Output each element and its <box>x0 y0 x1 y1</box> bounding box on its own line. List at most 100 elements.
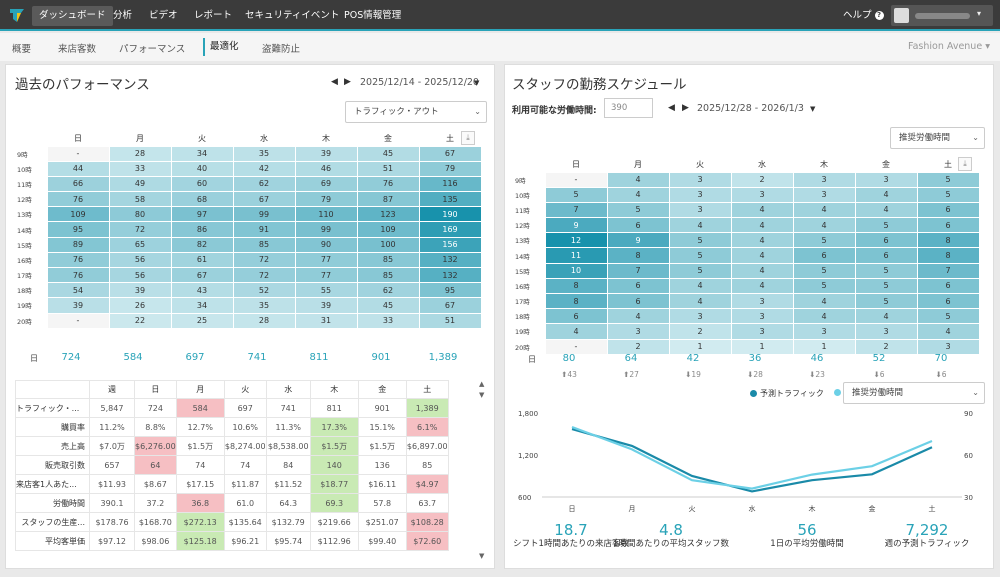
heatmap-cell[interactable]: 5 <box>544 186 608 203</box>
heatmap-cell[interactable]: 85 <box>232 236 296 253</box>
heatmap-cell[interactable]: 61 <box>170 251 234 269</box>
heatmap-cell[interactable]: 49 <box>108 175 172 193</box>
heatmap-cell[interactable]: 5 <box>854 277 918 295</box>
heatmap-cell[interactable]: 89 <box>46 236 110 253</box>
heatmap-cell[interactable]: 6 <box>854 232 918 249</box>
date-dropdown-icon[interactable]: ▼ <box>474 79 480 87</box>
user-menu[interactable]: ▾ <box>891 5 993 26</box>
heatmap-cell[interactable]: 3 <box>730 186 794 203</box>
heatmap-cell[interactable]: 34 <box>170 145 234 162</box>
heatmap-cell[interactable]: 109 <box>356 221 420 238</box>
heatmap-cell[interactable]: 3 <box>854 171 918 188</box>
heatmap-cell[interactable]: 3 <box>668 308 732 325</box>
heatmap-cell[interactable]: 6 <box>606 292 670 310</box>
heatmap-cell[interactable]: 9 <box>606 232 670 249</box>
heatmap-cell[interactable]: - <box>544 171 608 188</box>
heatmap-cell[interactable]: 60 <box>170 175 234 193</box>
heatmap-cell[interactable]: 4 <box>668 292 732 310</box>
heatmap-cell[interactable]: 6 <box>606 277 670 295</box>
date-dropdown-icon[interactable]: ▼ <box>810 105 816 113</box>
heatmap-cell[interactable]: 95 <box>46 221 110 238</box>
heatmap-cell[interactable]: 46 <box>294 160 358 177</box>
heatmap-cell[interactable]: 5 <box>792 262 856 279</box>
heatmap-cell[interactable]: 87 <box>356 191 420 208</box>
heatmap-cell[interactable]: 100 <box>356 236 420 253</box>
heatmap-cell[interactable]: 28 <box>108 145 172 162</box>
heatmap-cell[interactable]: 5 <box>854 262 918 279</box>
chart-metric-select[interactable]: 推奨労働時間 ⌄ <box>843 382 985 404</box>
heatmap-cell[interactable]: 5 <box>916 171 980 188</box>
heatmap-cell[interactable]: - <box>544 338 608 355</box>
tab-performance[interactable]: パフォーマンス <box>119 44 186 55</box>
tab-optimization[interactable]: 最適化 <box>203 38 239 56</box>
scroll-up-icon[interactable]: ▲ <box>479 380 485 388</box>
heatmap-cell[interactable]: 3 <box>668 201 732 219</box>
heatmap-cell[interactable]: 4 <box>606 171 670 188</box>
heatmap-cell[interactable]: 31 <box>294 312 358 329</box>
heatmap-cell[interactable]: 116 <box>418 175 482 193</box>
heatmap-cell[interactable]: 51 <box>356 160 420 177</box>
heatmap-cell[interactable]: 62 <box>356 282 420 299</box>
heatmap-cell[interactable]: 55 <box>294 282 358 299</box>
heatmap-cell[interactable]: 4 <box>730 232 794 249</box>
heatmap-cell[interactable]: 54 <box>46 282 110 299</box>
tab-visitors[interactable]: 来店客数 <box>58 44 97 55</box>
heatmap-cell[interactable]: 77 <box>294 266 358 284</box>
heatmap-cell[interactable]: 67 <box>418 297 482 314</box>
heatmap-cell[interactable]: 44 <box>46 160 110 177</box>
heatmap-cell[interactable]: 135 <box>418 191 482 208</box>
heatmap-cell[interactable]: 58 <box>108 191 172 208</box>
heatmap-cell[interactable]: 56 <box>108 266 172 284</box>
heatmap-cell[interactable]: 68 <box>170 191 234 208</box>
heatmap-cell[interactable]: 7 <box>606 262 670 279</box>
heatmap-cell[interactable]: 4 <box>792 292 856 310</box>
download-icon[interactable]: ⤓ <box>958 157 972 171</box>
heatmap-cell[interactable]: 4 <box>730 247 794 264</box>
heatmap-cell[interactable]: 9 <box>544 217 608 234</box>
heatmap-cell[interactable]: 110 <box>294 206 358 223</box>
heatmap-cell[interactable]: 2 <box>668 323 732 340</box>
heatmap-cell[interactable]: 6 <box>916 217 980 234</box>
heatmap-cell[interactable]: 8 <box>916 232 980 249</box>
heatmap-cell[interactable]: 39 <box>294 297 358 314</box>
heatmap-cell[interactable]: 86 <box>170 221 234 238</box>
heatmap-cell[interactable]: 85 <box>356 251 420 269</box>
heatmap-cell[interactable]: 52 <box>232 282 296 299</box>
heatmap-cell[interactable]: 5 <box>916 308 980 325</box>
heatmap-cell[interactable]: 4 <box>730 217 794 234</box>
heatmap-cell[interactable]: - <box>46 145 110 162</box>
heatmap-cell[interactable]: 82 <box>170 236 234 253</box>
heatmap-cell[interactable]: 39 <box>46 297 110 314</box>
nav-analysis[interactable]: 分析 <box>113 10 133 21</box>
heatmap-cell[interactable]: 76 <box>46 191 110 208</box>
heatmap-cell[interactable]: 33 <box>356 312 420 329</box>
heatmap-cell[interactable]: 25 <box>170 312 234 329</box>
heatmap-cell[interactable]: 40 <box>170 160 234 177</box>
heatmap-cell[interactable]: 1 <box>730 338 794 355</box>
scroll-down-icon[interactable]: ▼ <box>479 552 485 560</box>
heatmap-cell[interactable]: 66 <box>46 175 110 193</box>
heatmap-cell[interactable]: 67 <box>170 266 234 284</box>
heatmap-cell[interactable]: 99 <box>294 221 358 238</box>
heatmap-cell[interactable]: 72 <box>232 251 296 269</box>
heatmap-cell[interactable]: 95 <box>418 282 482 299</box>
heatmap-cell[interactable]: 132 <box>418 266 482 284</box>
heatmap-cell[interactable]: 72 <box>108 221 172 238</box>
heatmap-cell[interactable]: 4 <box>792 308 856 325</box>
heatmap-cell[interactable]: 35 <box>232 297 296 314</box>
heatmap-cell[interactable]: 91 <box>232 221 296 238</box>
heatmap-cell[interactable]: 2 <box>606 338 670 355</box>
heatmap-cell[interactable]: 77 <box>294 251 358 269</box>
heatmap-cell[interactable]: 10 <box>544 262 608 279</box>
heatmap-cell[interactable]: 34 <box>170 297 234 314</box>
heatmap-cell[interactable]: 35 <box>232 145 296 162</box>
heatmap-cell[interactable]: - <box>46 312 110 329</box>
heatmap-cell[interactable]: 6 <box>544 308 608 325</box>
heatmap-cell[interactable]: 76 <box>356 175 420 193</box>
heatmap-cell[interactable]: 5 <box>606 201 670 219</box>
heatmap-cell[interactable]: 6 <box>916 201 980 219</box>
heatmap-cell[interactable]: 2 <box>854 338 918 355</box>
heatmap-cell[interactable]: 6 <box>792 247 856 264</box>
heatmap-cell[interactable]: 22 <box>108 312 172 329</box>
heatmap-cell[interactable]: 79 <box>294 191 358 208</box>
